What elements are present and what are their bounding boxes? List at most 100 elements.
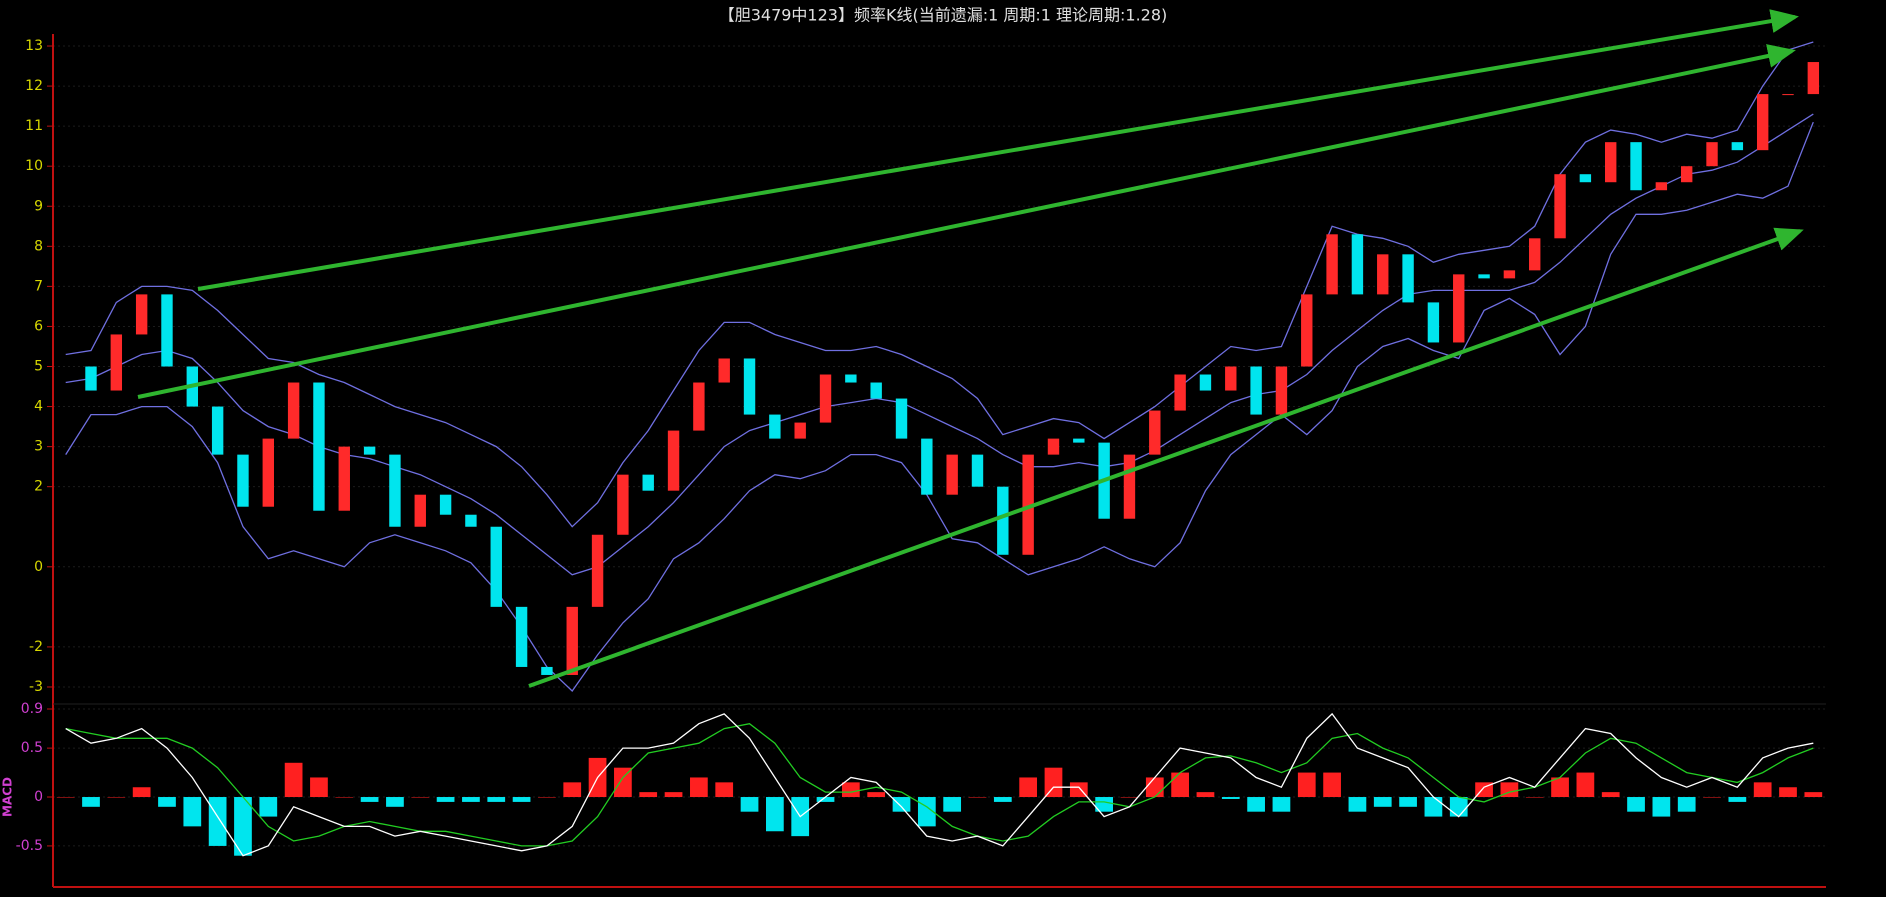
candle	[693, 382, 705, 431]
macd-bar	[1019, 777, 1038, 798]
candle	[895, 398, 908, 439]
candle	[1275, 366, 1288, 415]
y-tick-label: 3	[34, 439, 43, 455]
candle	[1579, 174, 1592, 183]
macd-bar	[867, 792, 886, 798]
candle	[1427, 302, 1440, 343]
candle	[262, 438, 274, 507]
macd-bar	[487, 797, 506, 802]
candle	[1073, 438, 1085, 443]
candle	[135, 294, 148, 335]
macd-bar	[1551, 777, 1569, 798]
candle	[845, 374, 857, 383]
candle	[1047, 438, 1060, 455]
candle	[743, 358, 756, 415]
candle	[667, 430, 680, 491]
macd-bar	[107, 797, 126, 798]
candle	[1149, 410, 1161, 455]
candle	[1680, 166, 1693, 183]
band-line	[65, 113, 1814, 576]
macd-bar	[462, 797, 480, 802]
trend-arrow	[137, 44, 1796, 399]
macd-bar	[56, 797, 75, 798]
candle	[110, 334, 123, 391]
candle	[769, 414, 781, 439]
macd-bar	[1196, 792, 1215, 798]
macd-bar	[310, 777, 328, 798]
candle	[1377, 254, 1389, 295]
candle	[1250, 366, 1262, 415]
candle	[997, 486, 1009, 555]
candle	[1731, 142, 1744, 151]
candle	[870, 382, 882, 399]
candle	[591, 534, 604, 607]
candle	[287, 382, 300, 439]
macd-bar	[1779, 787, 1797, 798]
y-tick-label: 11	[25, 118, 43, 134]
candle	[1453, 274, 1465, 343]
macd-bar	[1601, 792, 1620, 798]
macd-bar	[1323, 772, 1341, 798]
candle	[946, 454, 958, 495]
macd-bar	[538, 797, 556, 798]
y-tick-label: 0	[34, 559, 43, 575]
macd-bar	[335, 797, 354, 798]
macd-bar	[765, 797, 784, 832]
y-tick-label: -2	[29, 639, 43, 655]
macd-bar	[1424, 797, 1443, 817]
candle	[465, 514, 477, 527]
candle	[1326, 234, 1338, 295]
y-tick-label: 0.5	[21, 740, 43, 756]
y-tick-label: 7	[34, 278, 43, 294]
macd-bar	[1297, 772, 1316, 798]
macd-bar	[1728, 797, 1747, 802]
macd-bar	[1627, 797, 1645, 812]
macd-bar	[1525, 797, 1544, 798]
candle	[1706, 142, 1718, 167]
macd-bar	[1221, 797, 1240, 799]
macd-bar	[1576, 772, 1595, 798]
macd-bar	[360, 797, 379, 802]
candle	[1301, 294, 1313, 367]
candle	[490, 526, 502, 607]
macd-bar	[841, 782, 860, 798]
macd-bar	[1677, 797, 1696, 812]
macd-bar	[259, 797, 278, 817]
y-tick-label: 10	[25, 158, 43, 174]
macd-bar	[1272, 797, 1291, 812]
macd-bar	[1145, 777, 1164, 798]
macd-bar	[436, 797, 455, 802]
y-tick-label: -3	[29, 679, 43, 695]
candle	[1605, 142, 1617, 183]
candle	[85, 366, 97, 391]
macd-bar	[132, 787, 151, 798]
y-tick-label: 5	[34, 359, 43, 375]
y-tick-label: -0.5	[16, 838, 43, 854]
candle	[414, 494, 426, 527]
macd-bar	[1373, 797, 1392, 807]
macd-bar	[284, 762, 303, 798]
band-line	[65, 121, 1814, 692]
candle	[971, 454, 984, 487]
macd-bar	[1804, 792, 1823, 798]
candle	[1022, 454, 1034, 555]
macd-bar	[1753, 782, 1772, 798]
macd-bar	[614, 767, 632, 798]
macd-bar	[82, 797, 100, 807]
y-tick-label: 6	[34, 318, 43, 334]
macd-bar	[968, 797, 987, 798]
candle	[1478, 274, 1490, 279]
candle	[1174, 374, 1186, 411]
y-tick-label: 8	[34, 238, 43, 254]
macd-bar	[1095, 797, 1114, 812]
y-tick-label: 0.9	[21, 701, 43, 717]
macd-bar	[664, 792, 683, 798]
candle	[921, 438, 933, 495]
y-tick-label: 0	[34, 789, 43, 805]
y-tick-label: 4	[34, 399, 43, 415]
candle	[1529, 238, 1541, 271]
candle	[1554, 174, 1566, 239]
macd-bar	[1120, 797, 1139, 798]
candle	[1199, 374, 1212, 391]
